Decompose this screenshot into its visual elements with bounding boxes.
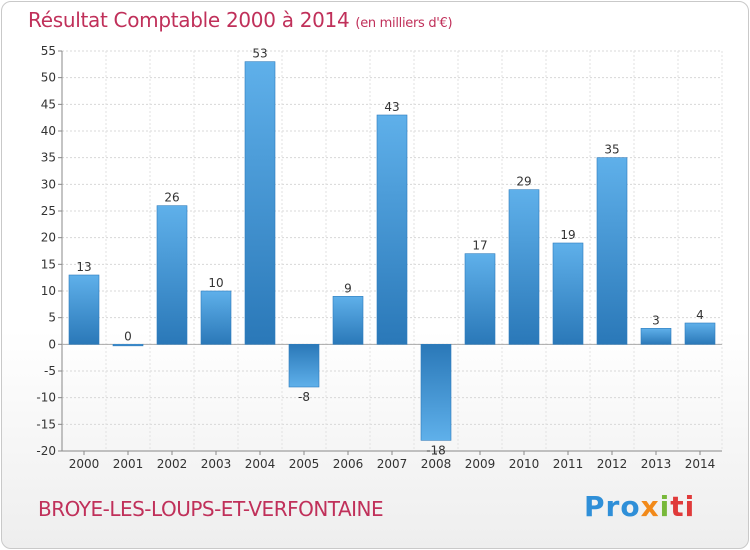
chart-title-text: Résultat Comptable 2000 à 2014 <box>28 8 350 32</box>
y-tick-label: 15 <box>41 257 56 271</box>
unit-note: (en milliers d'€) <box>355 16 453 31</box>
bar-2006 <box>332 296 364 345</box>
labels: 5550454035302520151050-5-10-15-201320000… <box>36 44 715 471</box>
bar-2009 <box>464 253 496 345</box>
x-tick-label-2001: 2001 <box>113 457 144 471</box>
data-label-2007: 43 <box>384 100 399 114</box>
x-tick-label-2003: 2003 <box>201 457 232 471</box>
bar-2002 <box>156 205 188 345</box>
bars <box>68 61 716 441</box>
data-label-2012: 35 <box>604 143 619 157</box>
y-tick-label: 30 <box>41 177 56 191</box>
y-tick-label: 25 <box>41 204 56 218</box>
bar-2011 <box>552 242 584 345</box>
y-tick-label: 40 <box>41 124 56 138</box>
data-label-2001: 0 <box>124 329 132 343</box>
y-tick-label: 55 <box>41 44 56 58</box>
data-label-2011: 19 <box>560 228 575 242</box>
bar-2005 <box>288 344 320 388</box>
proxiti-logo: Proxiti <box>584 490 696 523</box>
x-tick-label-2014: 2014 <box>685 457 716 471</box>
x-tick-label-2005: 2005 <box>289 457 320 471</box>
data-label-2004: 53 <box>252 47 267 61</box>
bar-2007 <box>376 114 408 345</box>
data-label-2009: 17 <box>472 239 487 253</box>
x-tick-label-2013: 2013 <box>641 457 672 471</box>
data-label-2014: 4 <box>696 308 704 322</box>
bar-2003 <box>200 290 232 345</box>
y-tick-label: -20 <box>36 444 56 458</box>
data-label-2000: 13 <box>76 260 91 274</box>
data-label-2002: 26 <box>164 191 179 205</box>
bar-2012 <box>596 157 628 345</box>
y-tick-label: 10 <box>41 284 56 298</box>
y-tick-label: 50 <box>41 71 56 85</box>
commune-name: BROYE-LES-LOUPS-ET-VERFONTAINE <box>38 497 384 521</box>
y-tick-label: 45 <box>41 97 56 111</box>
y-tick-label: 0 <box>48 337 56 351</box>
x-tick-label-2006: 2006 <box>333 457 364 471</box>
data-label-2006: 9 <box>344 281 352 295</box>
bar-2000 <box>68 274 100 345</box>
x-tick-label-2012: 2012 <box>597 457 628 471</box>
bar-2001 <box>112 344 144 347</box>
x-tick-label-2007: 2007 <box>377 457 408 471</box>
y-tick-label: -5 <box>44 364 56 378</box>
bar-2008 <box>420 344 452 441</box>
y-tick-label: 5 <box>48 311 56 325</box>
bar-2014 <box>684 322 716 345</box>
x-tick-label-2000: 2000 <box>69 457 100 471</box>
bar-2010 <box>508 189 540 345</box>
data-label-2010: 29 <box>516 175 531 189</box>
y-tick-label: 20 <box>41 231 56 245</box>
x-tick-label-2010: 2010 <box>509 457 540 471</box>
bar-2013 <box>640 328 672 345</box>
data-label-2013: 3 <box>652 313 660 327</box>
y-tick-label: -10 <box>36 391 56 405</box>
data-label-2008: -18 <box>426 443 446 457</box>
bar-2004 <box>244 61 276 345</box>
x-tick-label-2002: 2002 <box>157 457 188 471</box>
data-label-2003: 10 <box>208 276 223 290</box>
chart-title: Résultat Comptable 2000 à 2014 (en millie… <box>28 8 453 32</box>
y-tick-label: -15 <box>36 417 56 431</box>
x-tick-label-2011: 2011 <box>553 457 584 471</box>
x-tick-label-2009: 2009 <box>465 457 496 471</box>
x-tick-label-2004: 2004 <box>245 457 276 471</box>
y-tick-label: 35 <box>41 151 56 165</box>
x-tick-label-2008: 2008 <box>421 457 452 471</box>
data-label-2005: -8 <box>298 390 310 404</box>
